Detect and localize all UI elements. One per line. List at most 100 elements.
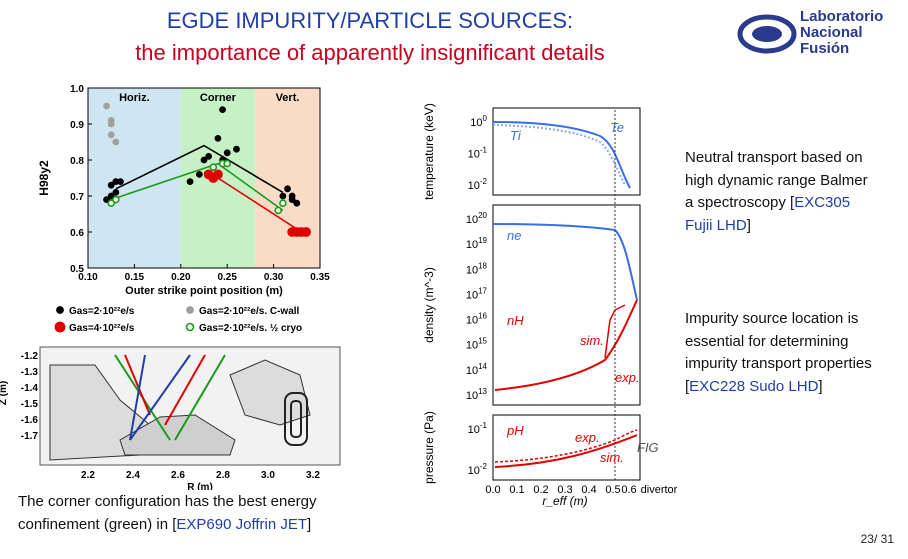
y-tick-label-0: 1.0 [70, 84, 84, 95]
point-s1-2 [112, 138, 120, 146]
lhd-xtick-0: 0.0 [485, 484, 500, 496]
region-label-0: Horiz. [119, 92, 150, 104]
logo-line-3: Fusión [800, 40, 850, 57]
lhd-label-2: ne [507, 228, 521, 243]
h98-xlabel: Outer strike point position (m) [125, 285, 283, 297]
legend-marker-1 [186, 306, 194, 314]
lhd-xtick-7: divertor [641, 484, 678, 496]
x-tick-label-0: 0.10 [78, 272, 98, 283]
point-s0-19 [279, 192, 287, 200]
vessel-y-tick-4: -1.6 [21, 415, 39, 426]
lhd-frame-2 [492, 414, 641, 481]
slide-title-line1: EGDE IMPURITY/PARTICLE SOURCES: [166, 8, 574, 33]
logo-line-1: Laboratorio [800, 8, 884, 25]
lhd-label-1: Te [610, 120, 624, 135]
point-s3-2 [209, 163, 218, 171]
vessel-x-tick-1: 2.4 [126, 470, 140, 481]
vessel-diagram: 2.22.42.62.83.03.23.4R (m)-1.2-1.3-1.4-1… [0, 346, 341, 490]
point-s0-3 [112, 189, 120, 196]
x-tick-label-2: 0.20 [171, 272, 191, 283]
lhd-ytick-1-6: 1014 [466, 362, 488, 377]
impurity-text-a: Impurity source location is essential fo… [685, 310, 872, 395]
h98-chart: Horiz. Corner Vert. 0.10 0.15 0.20 0.25 0.30 0.… [37, 84, 330, 334]
logo-line-2: Nacional [800, 24, 863, 41]
lhd-ytick-0-0: 100 [470, 114, 487, 129]
slide-title-line2: the importance of apparently insignifica… [135, 40, 605, 65]
vessel-x-tick-4: 3.0 [261, 470, 275, 481]
lhd-ytick-2-1: 10-2 [468, 462, 488, 477]
vessel-y-tick-0: -1.2 [21, 351, 39, 362]
impurity-text-b: ] [818, 377, 823, 395]
h98-frame [87, 87, 321, 269]
x-tick-label-1: 0.15 [125, 272, 145, 283]
lhd-ytick-1-2: 1018 [466, 261, 488, 276]
point-s0-8 [200, 156, 208, 164]
lhd-ytick-1-0: 1020 [466, 211, 488, 226]
x-tick-label-4: 0.30 [264, 272, 284, 283]
lhd-label-5: exp. [615, 370, 640, 385]
lhd-xtick-1: 0.1 [509, 484, 524, 496]
corner-text-b: ] [307, 515, 312, 533]
legend-marker-0 [56, 306, 64, 314]
lhd-ylabel-1: density (m^-3) [422, 267, 436, 343]
region-2 [255, 88, 320, 268]
lhd-frame-1 [492, 204, 641, 406]
lhd-label-7: exp. [575, 430, 600, 445]
lhd-xlabel: r_eff (m) [542, 494, 587, 508]
lhd-ytick-2-0: 10-1 [468, 421, 488, 436]
vessel-y-tick-1: -1.3 [21, 367, 39, 378]
y-tick-label-1: 0.9 [70, 120, 84, 131]
point-s3-5 [274, 206, 283, 215]
point-s3-1 [112, 195, 120, 204]
corner-ref: EXP690 Joffrin JET [176, 515, 308, 533]
lhd-label-6: pH [506, 423, 524, 438]
point-s0-17 [288, 196, 296, 203]
point-s1-0 [103, 102, 110, 110]
point-s0-7 [195, 171, 203, 178]
lhd-frame-0 [492, 107, 641, 196]
corner-configuration-text: The corner configuration has the best en… [18, 491, 388, 536]
vessel-y-tick-5: -1.7 [21, 431, 39, 442]
page-number: 23/ 31 [860, 532, 894, 546]
lhd-xtick-2: 0.2 [533, 484, 548, 496]
lhd-ytick-1-4: 1016 [466, 312, 488, 327]
lhd-ytick-1-3: 1017 [466, 286, 488, 301]
lhd-ytick-1-1: 1019 [466, 236, 488, 251]
x-tick-label-3: 0.25 [217, 272, 237, 283]
point-s0-4 [117, 178, 124, 185]
legend-label-1: Gas=2·10²²e/s. C-wall [199, 306, 300, 317]
neutral-ref: EXC305 Fujii LHD [685, 194, 851, 234]
region-0 [88, 88, 181, 268]
point-s1-3 [107, 131, 115, 139]
lhd-label-4: sim. [580, 333, 604, 348]
y-tick-label-5: 0.5 [70, 264, 84, 275]
neutral-text-b: ] [746, 216, 751, 234]
point-s1-4 [107, 117, 115, 124]
trend-line-1 [110, 162, 284, 212]
lhd-ytick-1-5: 1015 [466, 337, 488, 352]
lhd-label-3: nH [507, 313, 524, 328]
legend-marker-3 [185, 322, 195, 332]
corner-text-a: The corner configuration has the best en… [18, 493, 317, 533]
lhd-ylabel-0: temperature (keV) [422, 103, 436, 200]
legend-marker-2 [54, 321, 66, 333]
lhd-xtick-5: 0.5 [605, 484, 620, 496]
point-s0-10 [214, 135, 222, 142]
lhd-xtick-3: 0.3 [557, 484, 572, 496]
point-s3-6 [279, 199, 287, 207]
point-s0-5 [107, 181, 115, 189]
lhd-profiles-chart: 100 10-1 10-2 temperature (keV) 1020 1019 1018… [422, 103, 678, 508]
legend-label-3: Gas=2·10²²e/s. ½ cryo [199, 323, 302, 334]
lhd-ytick-0-2: 10-2 [468, 177, 488, 192]
region-label-2: Vert. [276, 92, 300, 104]
vessel-y-tick-3: -1.5 [21, 399, 39, 410]
y-tick-label-3: 0.7 [70, 192, 84, 203]
point-s0-9 [205, 153, 213, 160]
trend-line-2 [217, 177, 302, 233]
point-s0-18 [293, 199, 301, 207]
point-s3-4 [223, 159, 231, 168]
lhd-ytick-0-1: 10-1 [468, 146, 488, 161]
legend-label-2: Gas=4·10²²e/s [69, 323, 135, 334]
point-s0-12 [223, 149, 231, 157]
y-tick-label-4: 0.6 [70, 228, 84, 239]
